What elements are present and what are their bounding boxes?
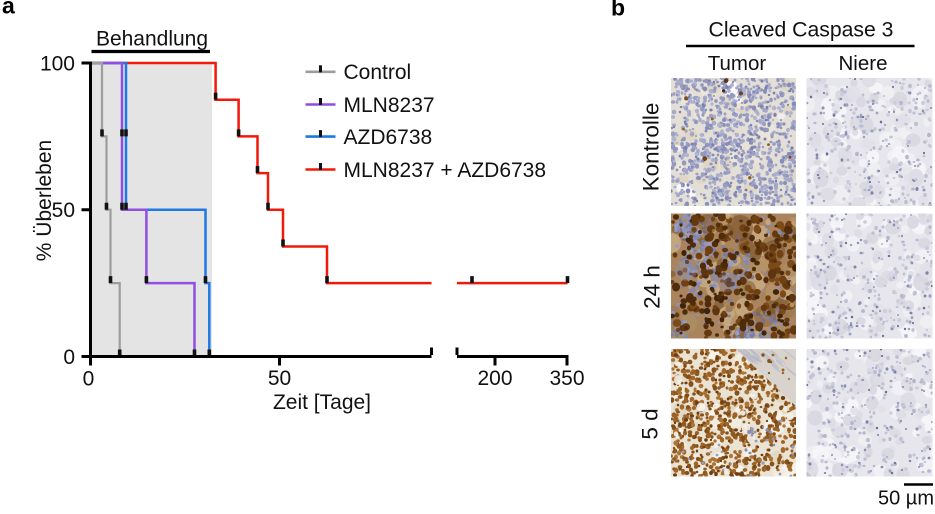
svg-text:a: a xyxy=(2,0,15,19)
svg-text:50: 50 xyxy=(52,199,75,222)
svg-text:Control: Control xyxy=(344,61,412,84)
svg-text:50 µm: 50 µm xyxy=(878,488,934,510)
svg-text:Behandlung: Behandlung xyxy=(96,28,208,51)
svg-text:b: b xyxy=(611,0,625,21)
svg-text:100: 100 xyxy=(40,52,75,75)
svg-text:0: 0 xyxy=(63,346,75,369)
svg-text:200: 200 xyxy=(477,367,512,390)
svg-text:MLN8237: MLN8237 xyxy=(344,94,435,117)
svg-text:350: 350 xyxy=(549,367,584,390)
svg-text:0: 0 xyxy=(83,368,95,391)
svg-text:Kontrolle: Kontrolle xyxy=(639,103,664,192)
svg-text:50: 50 xyxy=(268,367,291,390)
svg-text:MLN8237 + AZD6738: MLN8237 + AZD6738 xyxy=(344,159,547,182)
svg-text:% Überleben: % Überleben xyxy=(33,140,56,261)
svg-text:5 d: 5 d xyxy=(638,408,663,439)
svg-text:Niere: Niere xyxy=(839,52,888,75)
svg-text:Cleaved Caspase 3: Cleaved Caspase 3 xyxy=(709,19,894,42)
svg-text:Tumor: Tumor xyxy=(708,52,767,75)
svg-text:24 h: 24 h xyxy=(640,265,665,309)
svg-text:Zeit [Tage]: Zeit [Tage] xyxy=(273,391,371,414)
svg-text:AZD6738: AZD6738 xyxy=(344,126,433,149)
